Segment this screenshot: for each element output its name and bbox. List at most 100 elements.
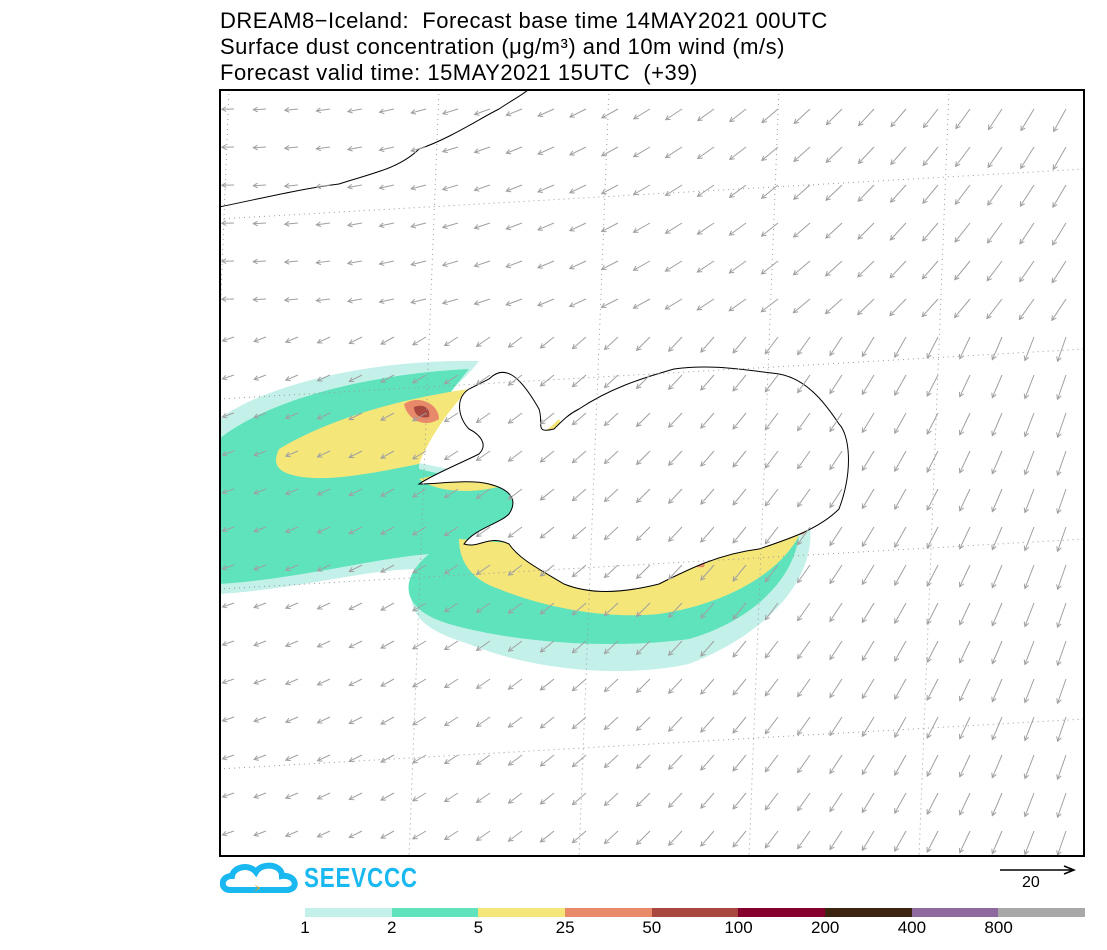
wind-arrow: [764, 412, 779, 431]
wind-arrow: [991, 678, 1003, 703]
wind-arrow: [829, 564, 843, 585]
wind-arrow: [700, 488, 715, 505]
wind-arrow: [284, 754, 299, 762]
wind-arrow: [600, 222, 619, 233]
wind-vectors: [220, 106, 1067, 857]
wind-arrow: [568, 298, 587, 308]
wind-arrow: [441, 108, 459, 116]
wind-arrow: [283, 221, 299, 227]
wind-arrow: [958, 526, 971, 550]
wind-arrow: [443, 412, 459, 423]
wind-arrow: [696, 298, 715, 311]
wind-arrow: [253, 754, 267, 761]
wind-arrow: [475, 830, 491, 841]
wind-arrow: [348, 450, 363, 459]
wind-arrow: [221, 374, 235, 381]
wind-arrow: [894, 754, 907, 777]
wind-arrow: [441, 184, 459, 192]
wind-arrow: [380, 830, 395, 839]
wind-arrow: [1023, 564, 1035, 590]
wind-arrow: [252, 106, 267, 113]
wind-arrow: [1056, 754, 1067, 781]
wind-arrow: [253, 830, 267, 837]
wind-arrow: [473, 108, 491, 116]
wind-arrow: [410, 222, 427, 229]
wind-arrow: [987, 184, 1003, 207]
wind-arrow: [667, 488, 683, 504]
wind-arrow: [253, 412, 267, 419]
wind-arrow: [443, 830, 459, 841]
wind-arrow: [635, 640, 651, 656]
wind-arrow: [889, 184, 907, 203]
wind-arrow: [411, 374, 427, 384]
wind-arrow: [315, 145, 331, 152]
wind-arrow: [411, 602, 427, 612]
wind-arrow: [958, 412, 971, 436]
wind-arrow: [764, 716, 779, 735]
wind-arrow: [889, 260, 907, 279]
wind-arrow: [348, 678, 363, 687]
wind-arrow: [700, 412, 715, 429]
wind-arrow: [475, 792, 491, 803]
wind-arrow: [991, 754, 1003, 779]
wind-arrow: [221, 450, 235, 457]
wind-arrow: [1053, 108, 1067, 133]
wind-arrow: [857, 222, 875, 240]
wind-arrow: [410, 146, 427, 153]
wind-arrow: [569, 108, 587, 118]
wind-arrow: [667, 792, 683, 808]
wind-arrow: [252, 220, 267, 227]
wind-arrow: [316, 792, 331, 800]
wind-arrow: [221, 564, 235, 571]
wind-arrow: [700, 450, 715, 467]
wind-arrow: [1023, 754, 1035, 780]
wind-arrow: [890, 108, 907, 128]
wind-arrow: [507, 792, 523, 804]
wind-arrow: [861, 526, 875, 548]
wind-arrow: [954, 222, 971, 243]
wind-arrow: [1023, 830, 1035, 856]
wind-arrow: [411, 716, 427, 726]
wind-arrow: [664, 146, 683, 159]
wind-arrow: [955, 108, 971, 130]
wind-arrow: [539, 678, 555, 691]
wind-arrow: [1023, 336, 1035, 362]
wind-arrow: [861, 450, 875, 472]
wind-arrow: [284, 602, 299, 610]
wind-arrow: [632, 184, 651, 196]
wind-arrow: [991, 412, 1003, 437]
wind-arrow: [284, 336, 299, 344]
wind-arrow: [348, 412, 363, 421]
wind-arrow: [475, 336, 491, 347]
wind-arrow: [894, 716, 907, 739]
wind-arrow: [667, 716, 683, 732]
wind-arrow: [441, 146, 459, 154]
wind-arrow: [958, 754, 971, 778]
wind-arrow: [348, 830, 363, 839]
wind-arrow: [1019, 184, 1035, 208]
wind-arrow: [632, 146, 651, 158]
wind-arrow: [1056, 526, 1067, 553]
wind-arrow: [316, 564, 331, 572]
wind-arrow: [346, 221, 363, 228]
wind-arrow: [796, 716, 811, 736]
wind-arrow: [443, 792, 459, 803]
wind-arrow: [316, 602, 331, 610]
wind-arrow: [539, 564, 555, 577]
wind-arrow: [667, 336, 683, 352]
wind-arrow: [603, 412, 619, 427]
wind-arrow: [315, 259, 331, 266]
wind-arrow: [220, 258, 235, 264]
wind-arrow: [220, 182, 235, 188]
wind-arrow: [411, 678, 427, 688]
wind-arrow: [380, 716, 395, 725]
wind-arrow: [1023, 526, 1035, 552]
wind-arrow: [571, 488, 587, 502]
wind-arrow: [1023, 678, 1035, 704]
wind-arrow: [410, 298, 427, 305]
colorbar-swatch: [738, 908, 826, 917]
wind-reference-arrow: [1000, 865, 1076, 875]
wind-arrow: [667, 830, 683, 846]
wind-arrow: [475, 754, 491, 765]
wind-arrow: [667, 602, 683, 618]
